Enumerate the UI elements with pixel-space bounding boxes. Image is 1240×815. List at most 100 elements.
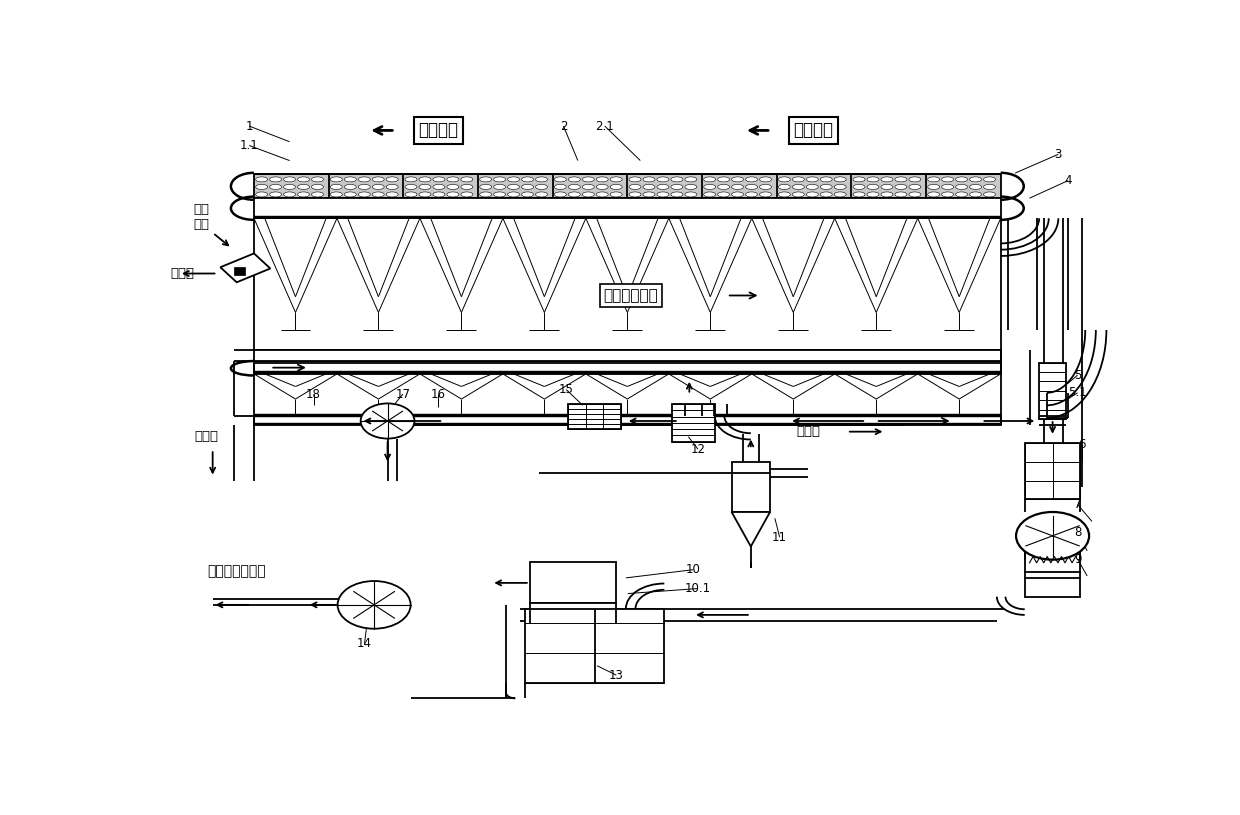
Ellipse shape (596, 177, 608, 182)
Ellipse shape (928, 192, 940, 197)
Ellipse shape (433, 192, 445, 197)
Text: 6: 6 (1079, 438, 1086, 451)
Text: 10.1: 10.1 (684, 582, 711, 595)
Ellipse shape (867, 192, 879, 197)
Ellipse shape (554, 184, 567, 189)
Ellipse shape (718, 184, 729, 189)
Ellipse shape (284, 184, 295, 189)
Text: 13: 13 (609, 668, 624, 681)
Ellipse shape (461, 177, 472, 182)
Text: 烟气流动方向: 烟气流动方向 (604, 288, 658, 303)
Text: 热返矿: 热返矿 (796, 425, 821, 438)
Text: 5.1: 5.1 (1068, 386, 1087, 399)
Bar (568, 404, 621, 430)
Ellipse shape (983, 177, 996, 182)
Ellipse shape (269, 177, 281, 182)
Ellipse shape (880, 177, 893, 182)
Bar (254, 372, 1001, 374)
Ellipse shape (732, 177, 744, 182)
Ellipse shape (405, 192, 417, 197)
Ellipse shape (928, 184, 940, 189)
Circle shape (1016, 512, 1089, 560)
Ellipse shape (779, 177, 790, 182)
Ellipse shape (718, 192, 729, 197)
Ellipse shape (433, 184, 445, 189)
Ellipse shape (792, 184, 805, 189)
Ellipse shape (405, 184, 417, 189)
Ellipse shape (311, 177, 324, 182)
Ellipse shape (507, 177, 520, 182)
Ellipse shape (345, 184, 356, 189)
Text: 17: 17 (396, 387, 410, 400)
Ellipse shape (718, 177, 729, 182)
Ellipse shape (269, 192, 281, 197)
Ellipse shape (657, 184, 668, 189)
Ellipse shape (386, 184, 398, 189)
Text: 7: 7 (1074, 498, 1081, 511)
Ellipse shape (880, 192, 893, 197)
Ellipse shape (554, 177, 567, 182)
Text: 4: 4 (1064, 174, 1071, 187)
Ellipse shape (704, 177, 715, 182)
Ellipse shape (629, 184, 641, 189)
Ellipse shape (779, 192, 790, 197)
Ellipse shape (895, 184, 906, 189)
Text: 2.1: 2.1 (595, 120, 614, 133)
Ellipse shape (461, 184, 472, 189)
Ellipse shape (745, 192, 758, 197)
Ellipse shape (806, 184, 818, 189)
Ellipse shape (704, 192, 715, 197)
Ellipse shape (419, 192, 432, 197)
Ellipse shape (358, 192, 371, 197)
Ellipse shape (610, 184, 622, 189)
Ellipse shape (970, 177, 982, 182)
Ellipse shape (983, 192, 996, 197)
Bar (234, 267, 246, 275)
Ellipse shape (298, 192, 310, 197)
Ellipse shape (386, 192, 398, 197)
Ellipse shape (358, 177, 371, 182)
Ellipse shape (760, 177, 771, 182)
Text: 8: 8 (1074, 526, 1081, 539)
Bar (1024, 547, 1080, 571)
Ellipse shape (446, 192, 459, 197)
Ellipse shape (446, 177, 459, 182)
Ellipse shape (835, 177, 846, 182)
Ellipse shape (895, 192, 906, 197)
Ellipse shape (494, 177, 506, 182)
Text: 烧结矿: 烧结矿 (170, 267, 193, 280)
Bar (254, 416, 1001, 425)
Ellipse shape (806, 192, 818, 197)
Text: 10: 10 (686, 563, 701, 576)
Ellipse shape (941, 177, 954, 182)
Ellipse shape (853, 184, 866, 189)
Ellipse shape (386, 177, 398, 182)
Ellipse shape (867, 177, 879, 182)
Ellipse shape (583, 177, 594, 182)
Ellipse shape (330, 184, 342, 189)
Ellipse shape (928, 177, 940, 182)
Ellipse shape (536, 184, 548, 189)
Text: 台车走向: 台车走向 (794, 121, 833, 139)
Ellipse shape (657, 192, 668, 197)
Ellipse shape (684, 177, 697, 182)
Ellipse shape (644, 177, 655, 182)
Ellipse shape (596, 184, 608, 189)
Ellipse shape (480, 177, 491, 182)
Ellipse shape (345, 177, 356, 182)
Bar (1039, 363, 1066, 419)
Ellipse shape (732, 192, 744, 197)
Ellipse shape (311, 192, 324, 197)
Ellipse shape (853, 177, 866, 182)
Text: 12: 12 (691, 443, 706, 456)
Ellipse shape (657, 177, 668, 182)
Text: 3: 3 (1055, 148, 1061, 161)
Ellipse shape (644, 192, 655, 197)
Circle shape (361, 403, 414, 438)
Ellipse shape (732, 184, 744, 189)
Ellipse shape (446, 184, 459, 189)
Ellipse shape (956, 177, 967, 182)
Ellipse shape (480, 184, 491, 189)
Ellipse shape (983, 184, 996, 189)
Ellipse shape (494, 184, 506, 189)
